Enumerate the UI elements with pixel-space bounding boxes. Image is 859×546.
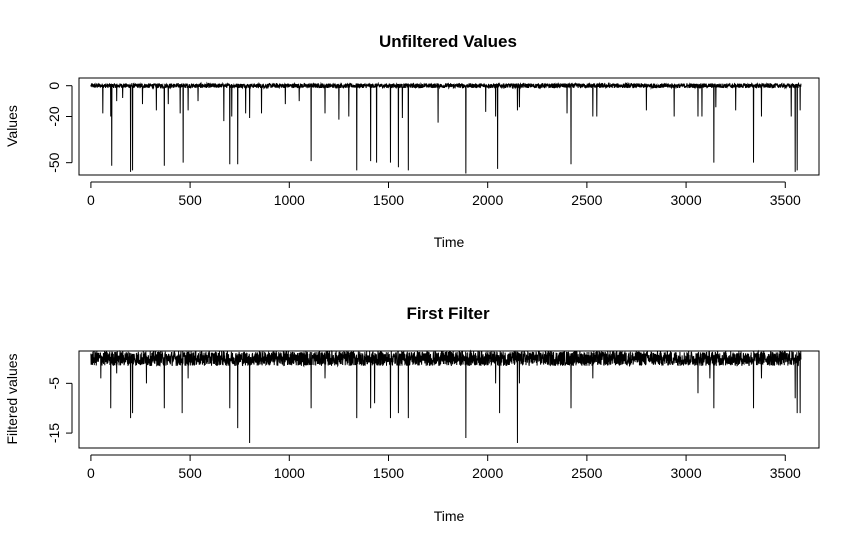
y-axis-label: Filtered values bbox=[4, 353, 20, 444]
x-tick-label: 1500 bbox=[373, 192, 404, 208]
x-tick-label: 2500 bbox=[571, 192, 602, 208]
panel-unfiltered-values: Unfiltered Values 0 500 1000 1500 2000 2500 30… bbox=[4, 32, 820, 250]
y-axis: 0 -20 -50 bbox=[46, 82, 73, 173]
x-tick-label: 1000 bbox=[274, 192, 305, 208]
x-tick-label: 3000 bbox=[670, 192, 701, 208]
series-path bbox=[90, 81, 802, 174]
panel-first-filter: First Filter 0 500 1000 1500 2000 2500 3000 350… bbox=[4, 304, 820, 524]
x-axis-label: Time bbox=[434, 234, 465, 250]
x-tick-label: 0 bbox=[87, 465, 95, 481]
y-tick-label: -20 bbox=[46, 106, 62, 126]
x-tick-label: 500 bbox=[178, 465, 202, 481]
x-tick-label: 3500 bbox=[770, 465, 801, 481]
y-axis: -5 -15 bbox=[46, 377, 73, 443]
x-axis: 0 500 1000 1500 2000 2500 3000 3500 bbox=[87, 181, 801, 208]
series-path bbox=[90, 349, 802, 444]
x-axis: 0 500 1000 1500 2000 2500 3000 3500 bbox=[87, 454, 801, 481]
plot-frame bbox=[78, 77, 820, 176]
x-tick-label: 0 bbox=[87, 192, 95, 208]
x-tick-label: 1000 bbox=[274, 465, 305, 481]
y-tick-label: -5 bbox=[46, 377, 62, 390]
plot-frame bbox=[78, 350, 820, 449]
series-line bbox=[90, 349, 802, 444]
x-tick-label: 3500 bbox=[770, 192, 801, 208]
chart-title: First Filter bbox=[406, 304, 490, 323]
x-tick-label: 2500 bbox=[571, 465, 602, 481]
x-tick-label: 500 bbox=[178, 192, 202, 208]
y-tick-label: 0 bbox=[46, 82, 62, 90]
x-tick-label: 2000 bbox=[472, 465, 503, 481]
chart-title: Unfiltered Values bbox=[379, 32, 517, 51]
x-tick-label: 1500 bbox=[373, 465, 404, 481]
x-tick-label: 2000 bbox=[472, 192, 503, 208]
y-tick-label: -15 bbox=[46, 423, 62, 443]
x-axis-label: Time bbox=[434, 508, 465, 524]
y-tick-label: -50 bbox=[46, 152, 62, 172]
series-line bbox=[90, 81, 802, 174]
x-tick-label: 3000 bbox=[670, 465, 701, 481]
y-axis-label: Values bbox=[4, 105, 20, 147]
